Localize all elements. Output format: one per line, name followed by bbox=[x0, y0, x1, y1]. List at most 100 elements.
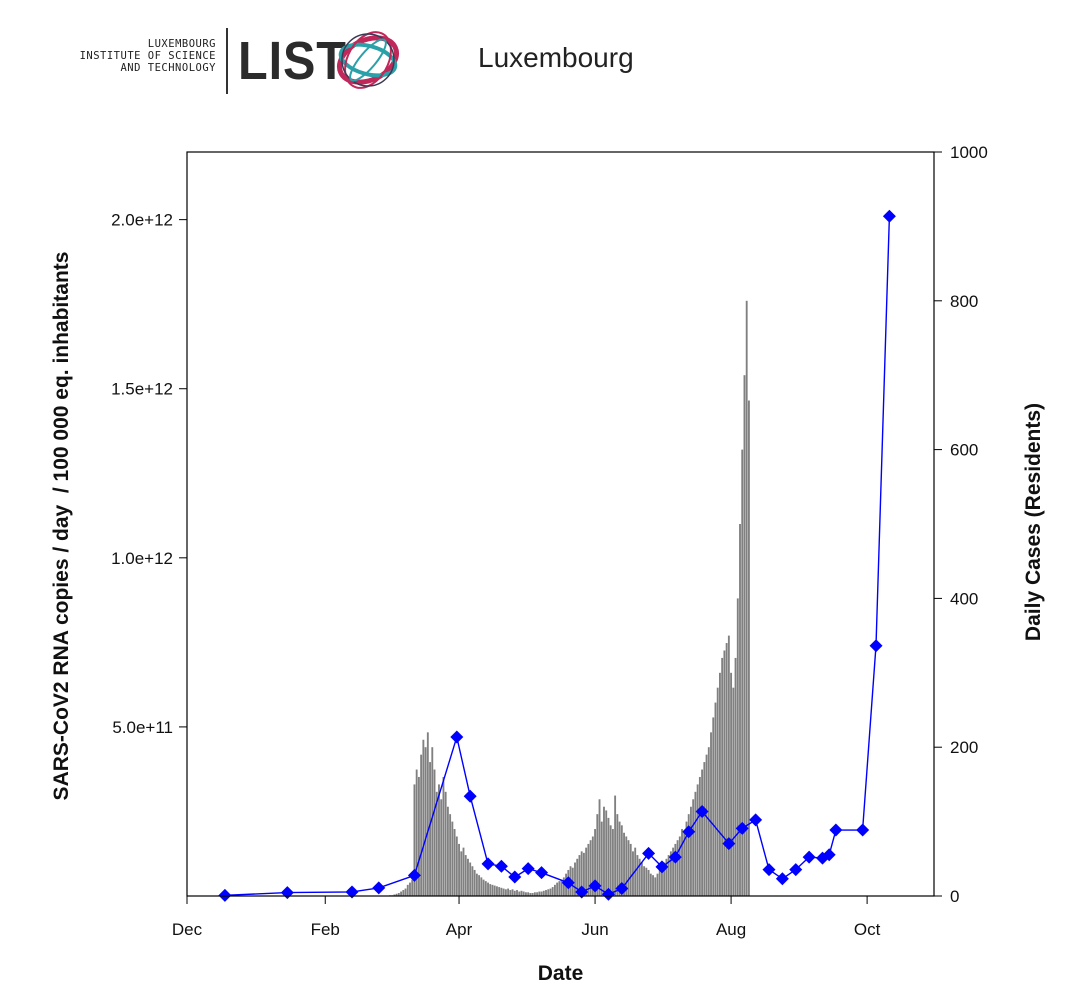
daily-case-bar bbox=[698, 776, 701, 896]
plot-frame bbox=[186, 151, 935, 897]
rna-data-point bbox=[655, 860, 669, 874]
daily-case-bar bbox=[556, 882, 559, 896]
daily-case-bar bbox=[594, 829, 596, 896]
rna-data-point bbox=[682, 825, 696, 839]
rna-data-point bbox=[802, 850, 816, 864]
daily-case-bar bbox=[406, 884, 409, 896]
daily-case-bar bbox=[730, 672, 733, 896]
daily-case-bar bbox=[734, 657, 737, 896]
globe-logo-icon bbox=[337, 31, 399, 89]
rna-data-point bbox=[775, 872, 789, 886]
rna-data-point bbox=[345, 885, 359, 899]
x-tick-label: Jun bbox=[581, 920, 608, 939]
logo-line-3: AND TECHNOLOGY bbox=[120, 62, 216, 74]
daily-case-bar bbox=[458, 843, 460, 896]
header: LUXEMBOURG INSTITUTE OF SCIENCE AND TECH… bbox=[0, 0, 1072, 120]
daily-case-bar bbox=[712, 717, 715, 896]
daily-case-bar bbox=[467, 858, 469, 896]
rna-data-point bbox=[668, 850, 682, 864]
rna-data-point bbox=[642, 846, 656, 860]
daily-case-bar bbox=[522, 891, 525, 896]
daily-case-bar bbox=[611, 829, 614, 896]
daily-case-bar bbox=[549, 888, 552, 896]
daily-case-bar bbox=[558, 881, 561, 896]
rna-data-point bbox=[869, 639, 883, 653]
x-tick-label: Dec bbox=[172, 920, 203, 939]
rna-data-point bbox=[735, 821, 749, 835]
daily-case-bar bbox=[442, 776, 445, 896]
daily-case-bar bbox=[701, 769, 704, 896]
daily-case-bar bbox=[400, 891, 402, 896]
daily-case-bar bbox=[478, 875, 481, 896]
daily-case-bar bbox=[676, 840, 679, 896]
rna-data-point bbox=[749, 813, 763, 827]
daily-case-bar bbox=[614, 795, 617, 896]
daily-case-bar bbox=[449, 814, 452, 896]
y-right-tick-label: 600 bbox=[950, 441, 978, 460]
daily-case-bar bbox=[620, 825, 623, 896]
daily-case-bar bbox=[739, 524, 741, 896]
list-logo-text: LUXEMBOURG INSTITUTE OF SCIENCE AND TECH… bbox=[60, 38, 216, 74]
rna-data-point bbox=[372, 881, 386, 895]
daily-case-bar bbox=[536, 892, 539, 896]
daily-case-bar bbox=[545, 890, 547, 896]
daily-case-bar bbox=[451, 821, 454, 896]
daily-case-bar bbox=[464, 855, 467, 896]
daily-case-bar bbox=[518, 891, 521, 896]
rna-data-point bbox=[463, 789, 477, 803]
rna-data-point bbox=[407, 868, 421, 882]
daily-case-bar bbox=[703, 762, 706, 896]
daily-case-bar bbox=[636, 855, 639, 896]
daily-case-bar bbox=[658, 869, 661, 896]
daily-case-bar bbox=[560, 879, 563, 896]
x-tick-label: Aug bbox=[716, 920, 746, 939]
daily-case-bar bbox=[665, 858, 668, 896]
daily-case-bar bbox=[422, 739, 425, 896]
daily-case-bar bbox=[669, 851, 672, 896]
daily-case-bar bbox=[574, 862, 576, 896]
rna-data-point bbox=[762, 863, 776, 877]
daily-case-bar bbox=[413, 784, 416, 896]
x-axis: Dec Feb Apr Jun Aug Oct bbox=[172, 896, 881, 939]
daily-case-bar bbox=[656, 873, 659, 896]
daily-case-bar bbox=[455, 836, 458, 896]
x-axis-title: Date bbox=[538, 962, 584, 985]
y-right-tick-label: 1000 bbox=[950, 143, 988, 162]
x-tick-label: Apr bbox=[446, 920, 473, 939]
daily-case-bar bbox=[607, 817, 610, 896]
daily-case-bar bbox=[685, 821, 688, 896]
daily-case-bar bbox=[500, 887, 503, 896]
daily-case-bar bbox=[542, 890, 545, 896]
daily-case-bar bbox=[667, 855, 670, 896]
daily-case-bar bbox=[553, 884, 556, 896]
daily-case-bar bbox=[397, 893, 400, 896]
daily-case-bar bbox=[393, 894, 396, 896]
x-tick-label: Feb bbox=[311, 920, 340, 939]
y-left-tick-label: 1.5e+12 bbox=[111, 380, 173, 399]
daily-case-bar bbox=[444, 791, 447, 896]
daily-case-bar bbox=[663, 862, 666, 896]
daily-case-bar bbox=[415, 769, 418, 896]
daily-case-bar bbox=[493, 885, 496, 896]
daily-case-bar bbox=[475, 873, 478, 896]
daily-case-bar bbox=[395, 893, 398, 896]
y-right-tick-label: 0 bbox=[950, 887, 959, 906]
daily-case-bar bbox=[525, 892, 527, 896]
rna-data-point bbox=[561, 876, 575, 890]
daily-case-bar bbox=[629, 843, 632, 896]
rna-data-point bbox=[280, 886, 294, 900]
daily-case-bar bbox=[489, 884, 492, 896]
y-axis-right-title: Daily Cases (Residents) bbox=[1022, 403, 1045, 641]
daily-case-bar bbox=[507, 888, 510, 896]
logo-line-2: INSTITUTE OF SCIENCE bbox=[79, 50, 216, 62]
daily-case-bar bbox=[741, 449, 744, 896]
daily-case-bar bbox=[678, 836, 681, 896]
daily-case-bar bbox=[627, 840, 630, 896]
daily-case-bar bbox=[747, 400, 750, 896]
x-tick-label: Oct bbox=[854, 920, 881, 939]
daily-case-bar bbox=[409, 882, 411, 896]
daily-case-bar bbox=[469, 862, 472, 896]
daily-case-bar bbox=[513, 890, 516, 896]
daily-case-bar bbox=[487, 882, 489, 896]
rna-data-point bbox=[588, 879, 602, 893]
